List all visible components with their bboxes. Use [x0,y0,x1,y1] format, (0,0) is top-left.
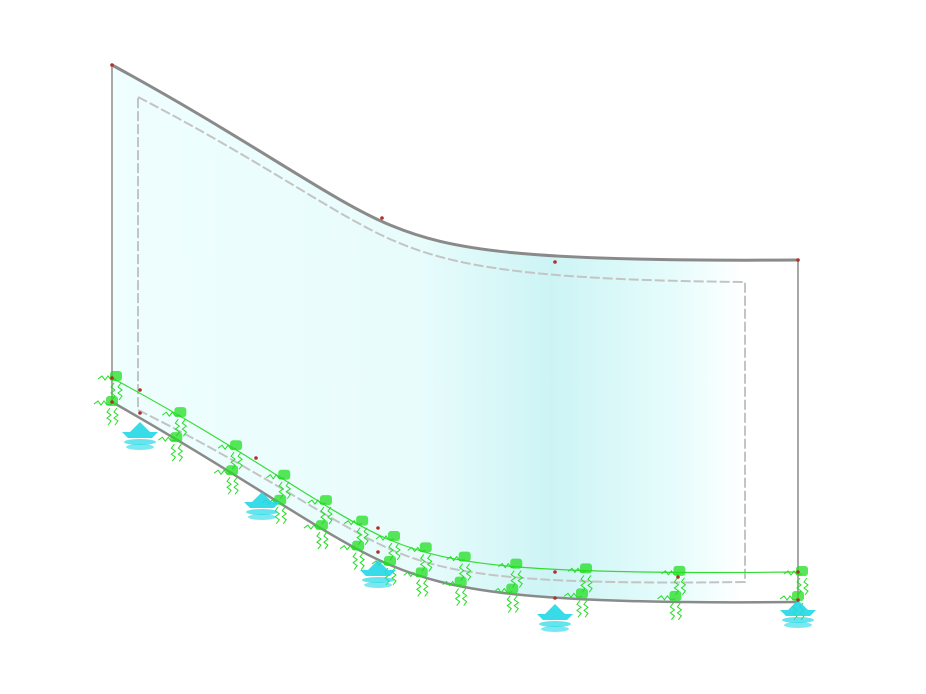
line-spring-icon [497,558,524,588]
node[interactable] [110,63,114,67]
top-edge[interactable] [111,63,799,262]
line-spring-icon [563,588,589,618]
surface[interactable] [112,65,798,603]
nodal-support-icon [244,492,280,520]
node[interactable] [553,570,557,574]
line-spring-icon [265,469,292,500]
line-spring-icon [657,590,683,621]
node[interactable] [138,388,142,392]
node[interactable] [376,526,380,530]
line-spring-icon [407,542,433,572]
line-springs [93,371,809,621]
line-spring-icon [339,540,365,570]
nodes [110,63,800,602]
line-spring-icon [162,407,188,437]
node[interactable] [254,456,258,460]
line-spring-icon [493,583,520,613]
line-spring-icon [213,465,239,495]
node[interactable] [553,260,557,264]
nodal-support-icon [537,604,573,632]
line-spring-icon [158,432,184,462]
line-spring-icon [446,551,472,581]
node[interactable] [796,258,800,262]
line-spring-icon [303,520,329,550]
node[interactable] [376,550,380,554]
node[interactable] [380,216,384,220]
line-spring-icon [307,495,333,525]
node[interactable] [110,400,114,404]
node[interactable] [796,570,800,574]
nodal-support-icon [360,560,396,588]
line-spring-icon [93,396,119,426]
line-spring-icon [442,576,468,606]
node[interactable] [796,598,800,602]
node[interactable] [138,411,142,415]
line-spring-icon [97,371,123,401]
inner-frame [137,95,746,584]
nodal-support-icon [780,600,816,628]
nodal-support-icon [122,422,158,450]
line-spring-icon [217,440,243,470]
line-spring-icon [343,515,369,545]
nodal-supports [122,422,816,632]
line-spring-icon [661,565,687,596]
node[interactable] [676,575,680,579]
line-spring-icon [403,567,429,597]
node[interactable] [110,376,114,380]
node[interactable] [553,596,557,600]
line-spring-icon [567,563,593,593]
line-spring-icon [783,566,809,596]
line-spring-icon [375,531,401,561]
